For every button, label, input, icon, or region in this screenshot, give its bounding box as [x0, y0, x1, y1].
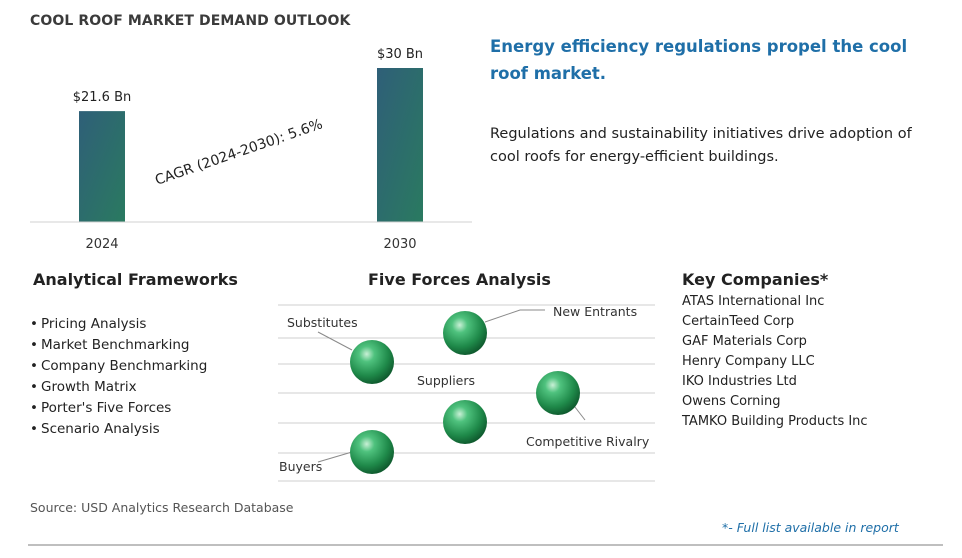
bar-value-label: $21.6 Bn — [73, 90, 132, 105]
company-item: GAF Materials Corp — [682, 334, 807, 349]
company-item: ATAS International Inc — [682, 294, 825, 309]
summary-text: Regulations and sustainability initiativ… — [490, 126, 912, 165]
force-label-buyers: Buyers — [279, 459, 322, 474]
framework-item: • Company Benchmarking — [30, 356, 207, 377]
company-item: Henry Company LLC — [682, 354, 815, 369]
force-label-suppliers: Suppliers — [417, 373, 475, 388]
bullet-icon: • — [30, 379, 38, 395]
company-item: CertainTeed Corp — [682, 314, 795, 329]
bottom-divider — [28, 544, 943, 546]
headline: Energy efficiency regulations propel the… — [490, 37, 908, 83]
framework-item-label: Company Benchmarking — [41, 358, 208, 374]
x-tick-label: 2024 — [85, 237, 118, 252]
connector-new-entrants — [484, 309, 545, 323]
framework-item: • Scenario Analysis — [30, 419, 207, 440]
sphere-suppliers — [443, 400, 487, 444]
bar-2024 — [79, 111, 125, 222]
frameworks-list: • Pricing Analysis • Market Benchmarking • Co… — [30, 314, 207, 440]
framework-item-label: Scenario Analysis — [41, 421, 160, 437]
company-item: TAMKO Building Products Inc — [682, 414, 868, 429]
bullet-icon: • — [30, 421, 38, 437]
framework-item-label: Porter's Five Forces — [41, 400, 172, 416]
bullet-icon: • — [30, 337, 38, 353]
frameworks-title: Analytical Frameworks — [33, 270, 238, 289]
bullet-icon: • — [30, 358, 38, 374]
connector-substitutes — [317, 331, 353, 351]
sphere-buyers — [350, 430, 394, 474]
framework-item-label: Pricing Analysis — [41, 316, 147, 332]
source-note: Source: USD Analytics Research Database — [30, 500, 294, 515]
companies-title: Key Companies* — [682, 270, 829, 289]
framework-item-label: Market Benchmarking — [41, 337, 190, 353]
sphere-new-entrants — [443, 311, 487, 355]
bullet-icon: • — [30, 316, 38, 332]
five-forces-title: Five Forces Analysis — [368, 270, 551, 289]
sphere-rivalry — [536, 371, 580, 415]
connector-buyers — [317, 451, 353, 463]
company-item: Owens Corning — [682, 394, 781, 409]
force-label-substitutes: Substitutes — [287, 315, 358, 330]
footnote: *- Full list available in report — [722, 520, 899, 535]
framework-item: • Porter's Five Forces — [30, 398, 207, 419]
bullet-icon: • — [30, 400, 38, 416]
force-label-rivalry: Competitive Rivalry — [526, 434, 650, 449]
framework-item: • Pricing Analysis — [30, 314, 207, 335]
bar-2030 — [377, 68, 423, 222]
framework-item: • Growth Matrix — [30, 377, 207, 398]
framework-item: • Market Benchmarking — [30, 335, 207, 356]
framework-item-label: Growth Matrix — [41, 379, 137, 395]
bar-value-label: $30 Bn — [377, 47, 423, 62]
companies-list: ATAS International Inc CertainTeed Corp GA… — [682, 292, 868, 432]
sphere-substitutes — [350, 340, 394, 384]
company-item: IKO Industries Ltd — [682, 374, 797, 389]
x-tick-label: 2030 — [383, 237, 416, 252]
force-label-new-entrants: New Entrants — [553, 304, 637, 319]
chart-title: COOL ROOF MARKET DEMAND OUTLOOK — [30, 13, 351, 29]
